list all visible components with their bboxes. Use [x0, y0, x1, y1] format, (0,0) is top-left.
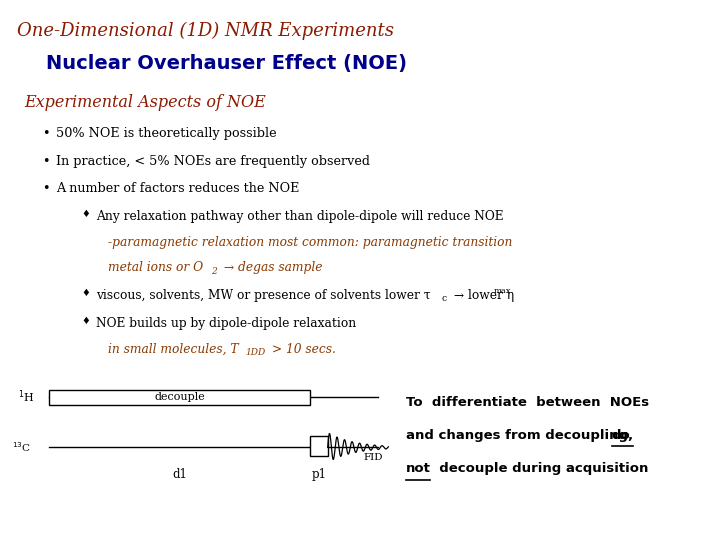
Text: In practice, < 5% NOEs are frequently observed: In practice, < 5% NOEs are frequently ob… — [56, 154, 370, 167]
Text: viscous, solvents, MW or presence of solvents lower τ: viscous, solvents, MW or presence of sol… — [96, 289, 431, 302]
Text: Any relaxation pathway other than dipole-dipole will reduce NOE: Any relaxation pathway other than dipole… — [96, 210, 503, 223]
Text: -paramagnetic relaxation most common: paramagnetic transition: -paramagnetic relaxation most common: pa… — [109, 236, 513, 249]
Text: •: • — [42, 154, 50, 167]
Bar — [310, 436, 328, 456]
Text: not: not — [406, 462, 431, 475]
Text: $^{1}$H: $^{1}$H — [19, 389, 35, 406]
Text: c: c — [442, 294, 447, 302]
Text: max: max — [494, 287, 511, 295]
Bar — [49, 390, 310, 404]
Text: Experimental Aspects of NOE: Experimental Aspects of NOE — [24, 93, 266, 111]
Text: in small molecules, T: in small molecules, T — [109, 343, 239, 356]
Text: NOE builds up by dipole-dipole relaxation: NOE builds up by dipole-dipole relaxatio… — [96, 317, 356, 330]
Text: d1: d1 — [172, 468, 187, 481]
Text: •: • — [42, 127, 50, 140]
Text: decouple during acquisition: decouple during acquisition — [431, 462, 649, 475]
Text: ♦: ♦ — [81, 289, 90, 298]
Text: do: do — [612, 429, 631, 442]
Text: → lower η: → lower η — [451, 289, 515, 302]
Text: ♦: ♦ — [81, 317, 90, 326]
Text: 2: 2 — [210, 267, 216, 276]
Text: A number of factors reduces the NOE: A number of factors reduces the NOE — [56, 183, 300, 195]
Text: p1: p1 — [312, 468, 327, 481]
Text: ♦: ♦ — [81, 210, 90, 219]
Text: decouple: decouple — [154, 392, 205, 402]
Text: 1DD: 1DD — [246, 348, 266, 357]
Text: To  differentiate  between  NOEs: To differentiate between NOEs — [406, 396, 649, 409]
Text: $^{13}$C: $^{13}$C — [12, 441, 31, 454]
Text: FID: FID — [364, 453, 383, 462]
Text: One-Dimensional (1D) NMR Experiments: One-Dimensional (1D) NMR Experiments — [17, 22, 394, 40]
Text: metal ions or O: metal ions or O — [109, 261, 204, 274]
Text: → degas sample: → degas sample — [220, 261, 323, 274]
Text: and changes from decoupling,: and changes from decoupling, — [406, 429, 638, 442]
Text: •: • — [42, 183, 50, 195]
Text: > 10 secs.: > 10 secs. — [269, 343, 336, 356]
Text: 50% NOE is theoretically possible: 50% NOE is theoretically possible — [56, 127, 277, 140]
Text: Nuclear Overhauser Effect (NOE): Nuclear Overhauser Effect (NOE) — [45, 53, 407, 72]
